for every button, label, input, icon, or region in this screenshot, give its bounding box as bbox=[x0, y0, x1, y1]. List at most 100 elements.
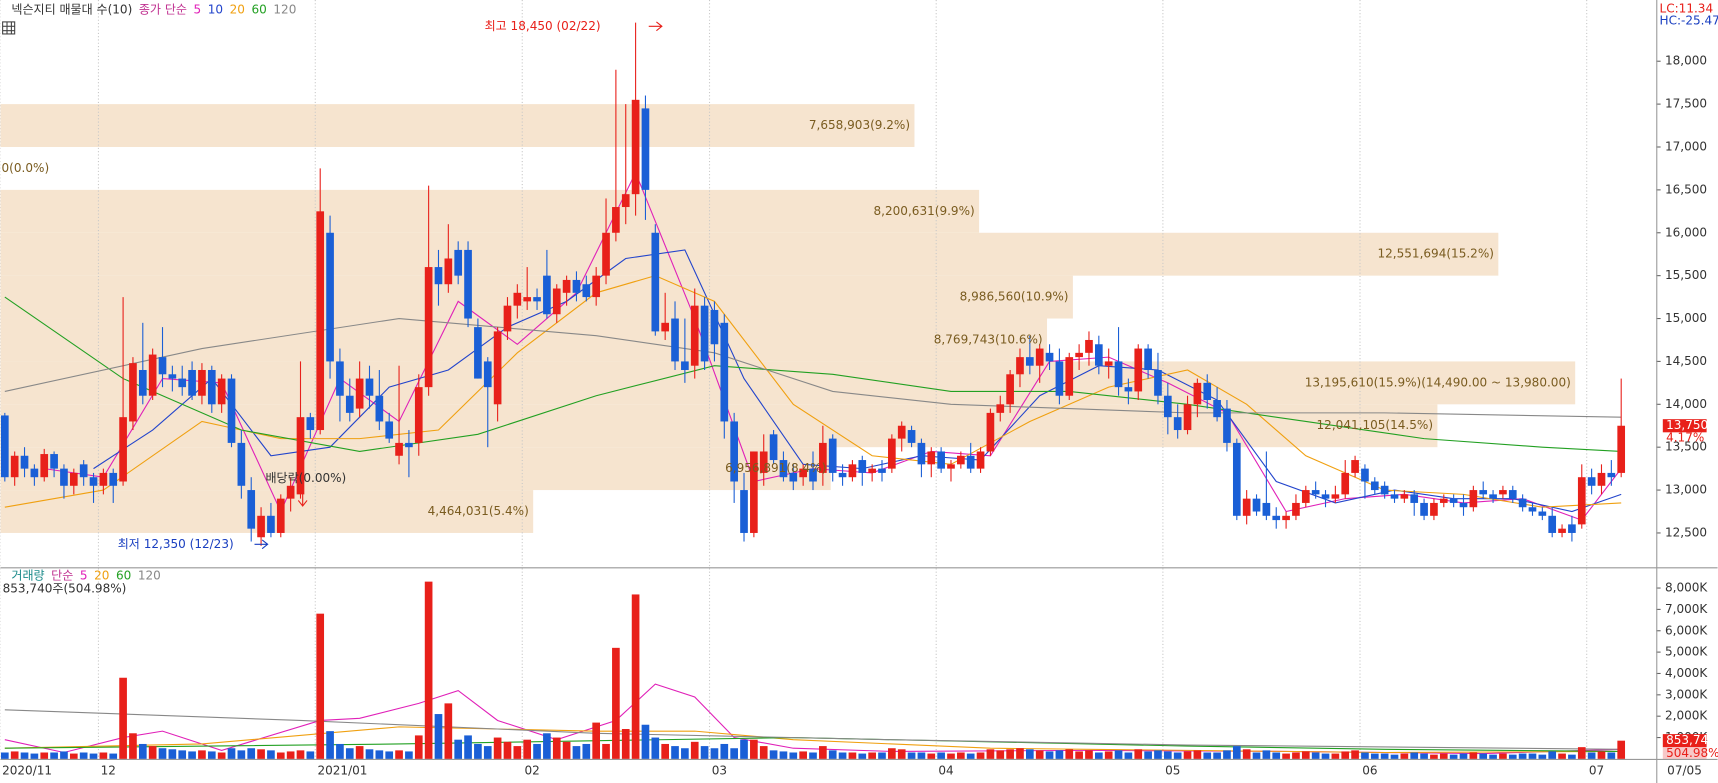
volume-bar bbox=[119, 677, 127, 759]
volume-bar bbox=[1420, 753, 1428, 759]
profile-label: 7,658,903(9.2%) bbox=[809, 118, 910, 132]
volume-bar bbox=[1568, 754, 1576, 759]
candle-body bbox=[1380, 485, 1389, 495]
y-tick-label: 5,000K bbox=[1665, 645, 1708, 659]
volume-bar bbox=[1577, 747, 1586, 759]
candle-body bbox=[671, 318, 679, 362]
candle-body bbox=[1232, 442, 1241, 516]
candle-body bbox=[30, 468, 39, 478]
y-tick-label: 13,500 bbox=[1665, 440, 1707, 454]
legend-entry: 5 bbox=[80, 569, 88, 583]
candle-body bbox=[1518, 498, 1527, 508]
profile-bar bbox=[0, 447, 831, 491]
volume-bar bbox=[1469, 752, 1478, 759]
candle-body bbox=[0, 415, 9, 478]
y-tick-label: 7,000K bbox=[1665, 602, 1708, 616]
volume-bar bbox=[1370, 753, 1379, 759]
profile-bar bbox=[0, 104, 915, 147]
hc-label: HC:-25.47 bbox=[1660, 13, 1718, 27]
candle-body bbox=[710, 309, 719, 345]
candle-body bbox=[267, 515, 275, 533]
volume-bar bbox=[809, 752, 817, 759]
candle-body bbox=[543, 275, 551, 315]
volume-bar bbox=[1154, 750, 1162, 759]
volume-bar bbox=[276, 752, 285, 759]
candle-body bbox=[897, 425, 906, 439]
volume-bar bbox=[1144, 751, 1152, 759]
marks bbox=[0, 22, 1626, 759]
candle-body bbox=[1499, 490, 1507, 495]
candle-body bbox=[789, 472, 798, 482]
volume-bar bbox=[1075, 751, 1083, 759]
volume-bar bbox=[79, 752, 88, 759]
volume-bar bbox=[1607, 752, 1616, 759]
volume-bar bbox=[1242, 749, 1251, 759]
volume-bar bbox=[1292, 752, 1300, 759]
candle-body bbox=[60, 468, 68, 486]
volume-bar bbox=[414, 735, 423, 759]
volume-bar bbox=[1114, 750, 1123, 759]
candle-body bbox=[730, 421, 738, 482]
volume-bar bbox=[523, 739, 532, 759]
volume-bar bbox=[20, 752, 29, 759]
volume-bar bbox=[1252, 752, 1261, 759]
price-tag-box bbox=[1662, 419, 1707, 433]
x-tick-label: 03 bbox=[712, 763, 727, 777]
legend-title: 넥슨지티 매물대 수(10) bbox=[11, 2, 132, 16]
legend-entry: 20 bbox=[94, 569, 109, 583]
volume-bar bbox=[759, 746, 768, 759]
candle-body bbox=[592, 275, 601, 298]
candle-body bbox=[336, 361, 344, 396]
volume-tag: 853,740 bbox=[1666, 733, 1716, 747]
volume-bar bbox=[1449, 754, 1458, 759]
volume-bar bbox=[1341, 751, 1350, 759]
candle-body bbox=[69, 472, 78, 486]
candle-body bbox=[740, 490, 748, 533]
volume-bar bbox=[1065, 749, 1074, 759]
lc-label: LC:11.34 bbox=[1660, 1, 1714, 15]
candle-body bbox=[966, 455, 975, 469]
candle-body bbox=[1548, 515, 1557, 533]
candle-body bbox=[1104, 361, 1113, 366]
candle-body bbox=[1479, 490, 1488, 495]
candle-body bbox=[1223, 408, 1231, 443]
volume-bar bbox=[631, 594, 640, 759]
candle-body bbox=[612, 207, 620, 233]
legend-title: 거래량 bbox=[11, 569, 44, 583]
candle-body bbox=[700, 305, 709, 362]
candle-body bbox=[878, 468, 886, 473]
candle-body bbox=[779, 460, 788, 478]
volume-bar bbox=[40, 752, 49, 759]
volume-bar bbox=[168, 749, 177, 759]
candle-body bbox=[79, 464, 88, 478]
profile-label: 4,464,031(5.4%) bbox=[428, 504, 529, 518]
candle-body bbox=[631, 99, 640, 195]
profile-label: 8,769,743(10.6%) bbox=[934, 332, 1043, 346]
volume-bar bbox=[799, 751, 807, 759]
volume-bar bbox=[237, 750, 246, 759]
volume-bar bbox=[1587, 752, 1596, 759]
candle-body bbox=[1410, 494, 1419, 503]
candle-body bbox=[198, 369, 206, 396]
volume-bar bbox=[217, 752, 226, 759]
volume-bar bbox=[474, 743, 482, 759]
candle-body bbox=[227, 378, 236, 443]
volume-bar bbox=[296, 750, 305, 759]
candle-body bbox=[1489, 494, 1497, 499]
candle-body bbox=[1203, 382, 1212, 401]
candle-body bbox=[207, 369, 216, 405]
candle-body bbox=[395, 442, 403, 456]
volume-bar bbox=[592, 722, 601, 759]
candle-body bbox=[247, 490, 256, 529]
candle-body bbox=[1577, 477, 1586, 525]
volume-bar bbox=[1035, 750, 1044, 759]
volume-bar bbox=[1548, 751, 1557, 759]
y-tick-label: 16,500 bbox=[1665, 182, 1707, 196]
volume-bar bbox=[1045, 751, 1054, 759]
volume-bar bbox=[483, 746, 492, 759]
volume-bar bbox=[405, 751, 413, 759]
y-tick-label: 4,000K bbox=[1665, 666, 1708, 680]
table-icon[interactable] bbox=[2, 21, 16, 35]
volume-bar bbox=[1400, 753, 1409, 759]
volume-bar bbox=[1223, 750, 1231, 759]
